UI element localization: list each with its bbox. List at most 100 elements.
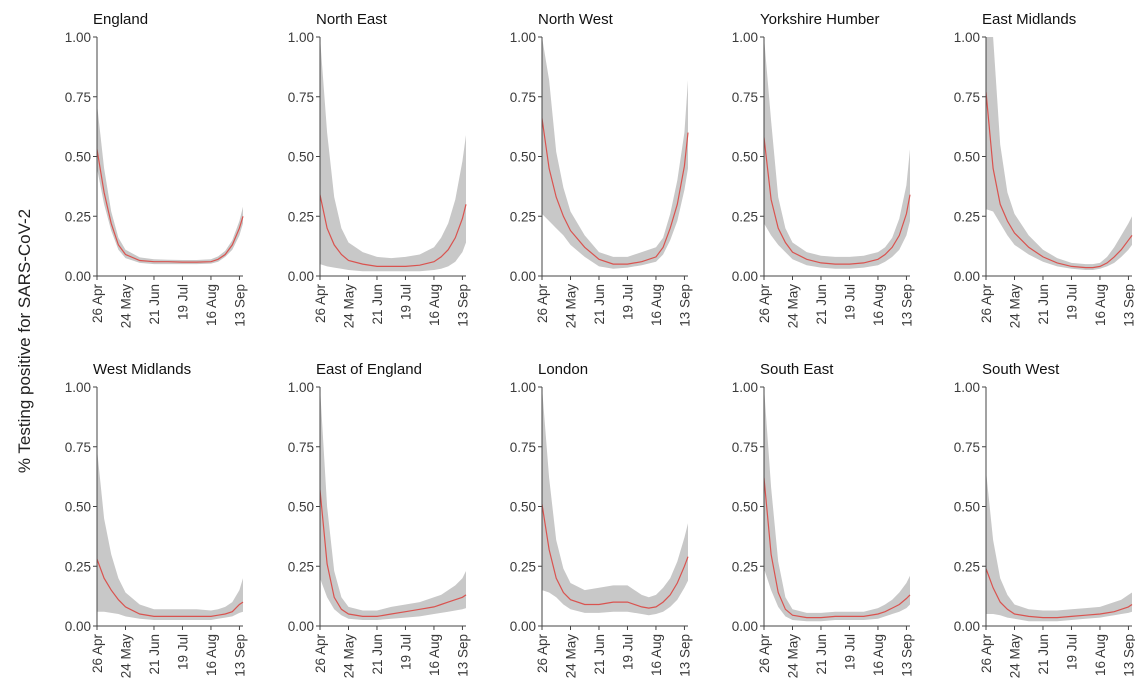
panel-title: North West: [538, 11, 614, 28]
panel-east-of-england: East of England 0.00 0.25 0.50 0.75 1.00 26 Ap…: [288, 361, 471, 678]
x-tick-label: 16 Aug: [204, 284, 219, 326]
y-tick-label: 0.75: [732, 90, 758, 105]
confidence-band: [320, 387, 466, 620]
y-tick-label: 1.00: [510, 380, 536, 395]
y-tick-label: 0.00: [954, 269, 980, 284]
x-tick-label: 24 May: [118, 284, 133, 329]
y-tick-label: 0.25: [510, 209, 536, 224]
x-tick-label: 13 Sep: [677, 284, 692, 327]
y-tick-label: 0.50: [510, 150, 536, 165]
panel-title: East Midlands: [982, 11, 1076, 28]
y-tick-label: 0.50: [732, 500, 758, 515]
estimate-line: [986, 91, 1133, 269]
y-tick-label: 0.50: [288, 500, 314, 515]
x-tick-label: 24 May: [118, 634, 133, 679]
y-tick-label: 0.25: [288, 559, 314, 574]
y-tick-label: 0.00: [288, 269, 314, 284]
panel-west-midlands: West Midlands 0.00 0.25 0.50 0.75 1.00 26 Apr 2…: [65, 361, 248, 678]
panel-south-east: South East 0.00 0.25 0.50 0.75 1.00 26 Apr 24 M…: [732, 361, 915, 678]
estimate-line: [320, 194, 467, 267]
confidence-band: [764, 387, 910, 622]
x-tick-label: 26 Apr: [979, 283, 994, 323]
panel-yorkshire-humber: Yorkshire Humber 0.00 0.25 0.50 0.75 1.00 26 A…: [732, 11, 915, 328]
x-tick-label: 13 Sep: [899, 634, 914, 677]
estimate-line: [764, 477, 911, 619]
y-tick-label: 0.75: [510, 90, 536, 105]
x-tick-label: 19 Jul: [398, 634, 413, 670]
y-tick-label: 0.25: [65, 209, 91, 224]
panel-title: North East: [316, 11, 388, 28]
panel-north-east: North East 0.00 0.25 0.50 0.75 1.00 26 Apr 24 M…: [288, 11, 471, 328]
y-tick-label: 1.00: [954, 30, 980, 45]
confidence-band: [986, 470, 1132, 622]
confidence-band: [542, 387, 688, 616]
y-tick-label: 0.75: [288, 90, 314, 105]
confidence-band: [542, 37, 688, 269]
x-tick-label: 19 Jul: [620, 284, 635, 320]
panel-north-west: North West 0.00 0.25 0.50 0.75 1.00 26 Apr 24 M…: [510, 11, 693, 328]
confidence-band: [97, 449, 243, 620]
y-tick-label: 1.00: [288, 380, 314, 395]
x-tick-label: 24 May: [563, 284, 578, 329]
x-tick-label: 19 Jul: [1064, 284, 1079, 320]
y-tick-label: 0.50: [732, 150, 758, 165]
x-tick-label: 24 May: [563, 634, 578, 679]
x-tick-label: 21 Jun: [814, 284, 829, 325]
x-tick-label: 16 Aug: [1093, 284, 1108, 326]
x-tick-label: 21 Jun: [592, 284, 607, 325]
y-tick-label: 0.00: [288, 619, 314, 634]
y-tick-label: 1.00: [732, 380, 758, 395]
estimate-line: [542, 118, 689, 265]
y-tick-label: 0.25: [65, 559, 91, 574]
x-tick-label: 24 May: [1007, 284, 1022, 329]
estimate-line: [542, 504, 689, 609]
x-tick-label: 24 May: [341, 284, 356, 329]
panel-title: England: [93, 11, 148, 28]
x-tick-label: 24 May: [1007, 634, 1022, 679]
x-tick-label: 19 Jul: [175, 284, 190, 320]
x-tick-label: 19 Jul: [842, 284, 857, 320]
y-tick-label: 1.00: [65, 30, 91, 45]
x-tick-label: 19 Jul: [175, 634, 190, 670]
x-tick-label: 13 Sep: [232, 634, 247, 677]
panel-london: London 0.00 0.25 0.50 0.75 1.00 26 Apr 24 May 21…: [510, 361, 693, 678]
y-tick-label: 1.00: [954, 380, 980, 395]
x-tick-label: 21 Jun: [147, 634, 162, 675]
y-tick-label: 0.75: [65, 90, 91, 105]
x-tick-label: 26 Apr: [757, 283, 772, 323]
x-tick-label: 21 Jun: [370, 284, 385, 325]
y-tick-label: 0.75: [288, 440, 314, 455]
x-tick-label: 26 Apr: [90, 283, 105, 323]
estimate-line: [97, 558, 244, 617]
y-tick-label: 0.00: [510, 619, 536, 634]
y-tick-label: 0.25: [954, 209, 980, 224]
x-tick-label: 16 Aug: [871, 634, 886, 676]
y-axis-label: % Testing positive for SARS-CoV-2: [15, 209, 34, 473]
y-tick-label: 1.00: [510, 30, 536, 45]
panel-south-west: South West 0.00 0.25 0.50 0.75 1.00 26 Apr 24 M…: [954, 361, 1135, 678]
y-tick-label: 0.50: [954, 150, 980, 165]
x-tick-label: 26 Apr: [535, 633, 550, 673]
y-tick-label: 0.25: [510, 559, 536, 574]
x-tick-label: 13 Sep: [455, 284, 470, 327]
panel-title: London: [538, 361, 588, 378]
x-tick-label: 13 Sep: [1121, 634, 1135, 677]
y-tick-label: 0.00: [954, 619, 980, 634]
x-tick-label: 26 Apr: [313, 283, 328, 323]
y-tick-label: 0.25: [732, 559, 758, 574]
x-tick-label: 26 Apr: [90, 633, 105, 673]
x-tick-label: 26 Apr: [757, 633, 772, 673]
panel-east-midlands: East Midlands 0.00 0.25 0.50 0.75 1.00 26 Apr 2…: [954, 11, 1135, 328]
x-tick-label: 13 Sep: [232, 284, 247, 327]
x-tick-label: 13 Sep: [455, 634, 470, 677]
y-tick-label: 0.75: [65, 440, 91, 455]
y-tick-label: 0.25: [288, 209, 314, 224]
x-tick-label: 26 Apr: [313, 633, 328, 673]
y-tick-label: 1.00: [732, 30, 758, 45]
confidence-band: [97, 103, 243, 265]
x-tick-label: 16 Aug: [1093, 634, 1108, 676]
x-tick-label: 24 May: [785, 634, 800, 679]
panel-title: Yorkshire Humber: [760, 11, 880, 28]
x-tick-label: 24 May: [785, 284, 800, 329]
x-tick-label: 19 Jul: [1064, 634, 1079, 670]
